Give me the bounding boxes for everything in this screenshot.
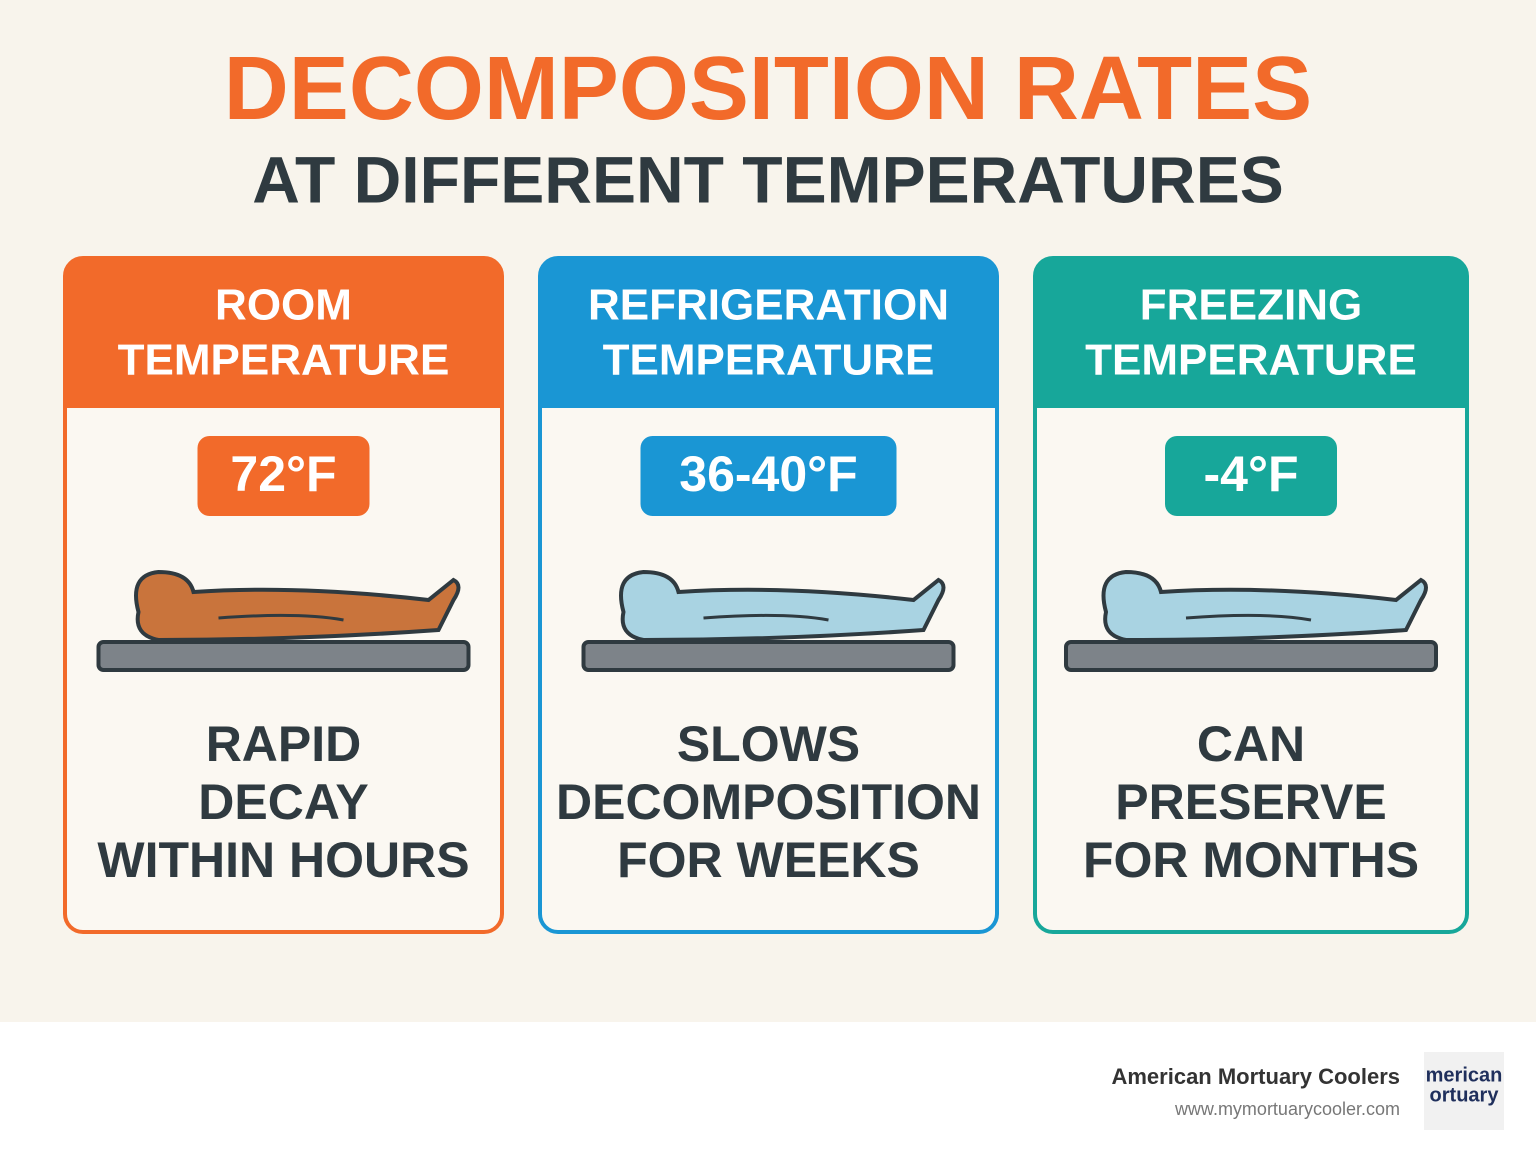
arm <box>1185 613 1312 622</box>
description: CAN <box>1197 716 1305 772</box>
slab <box>581 640 956 672</box>
logo <box>1424 1052 1504 1130</box>
body <box>134 569 461 643</box>
temperature-badge <box>1165 436 1337 516</box>
body <box>1101 569 1428 643</box>
card-header <box>1035 258 1467 408</box>
description: WITHIN HOURS <box>97 832 469 888</box>
temperature: 72°F <box>230 446 336 502</box>
description: DECOMPOSITION <box>556 774 981 830</box>
card-heading: REFRIGERATION <box>588 281 949 330</box>
body <box>619 569 946 643</box>
temperature: 36-40°F <box>679 446 857 502</box>
company-url: www.mymortuarycooler.com <box>1174 1099 1400 1119</box>
temperature-badge <box>640 436 897 516</box>
title: DECOMPOSITION RATES <box>224 39 1312 139</box>
card-heading: ROOM <box>215 281 352 330</box>
card-header <box>65 258 502 408</box>
description: RAPID <box>206 716 362 772</box>
logo-text: ortuary <box>1430 1084 1500 1106</box>
arm <box>703 613 829 622</box>
description: DECAY <box>198 774 368 830</box>
logo-text: merican <box>1426 1064 1503 1086</box>
slab <box>1064 640 1438 672</box>
description: SLOWS <box>677 716 860 772</box>
slab <box>96 640 471 672</box>
card-header <box>540 258 997 408</box>
temperature-badge <box>197 436 370 516</box>
description: PRESERVE <box>1115 774 1386 830</box>
card-heading: TEMPERATURE <box>118 336 450 385</box>
card-heading: TEMPERATURE <box>603 336 935 385</box>
arm <box>218 613 344 622</box>
card-heading: TEMPERATURE <box>1085 336 1417 385</box>
card-heading: FREEZING <box>1140 281 1362 330</box>
subtitle: AT DIFFERENT TEMPERATURES <box>252 142 1284 216</box>
temperature: -4°F <box>1204 446 1299 502</box>
description: FOR WEEKS <box>617 832 920 888</box>
description: FOR MONTHS <box>1083 832 1419 888</box>
company-name: American Mortuary Coolers <box>1111 1064 1400 1089</box>
footer-background <box>0 1022 1536 1154</box>
